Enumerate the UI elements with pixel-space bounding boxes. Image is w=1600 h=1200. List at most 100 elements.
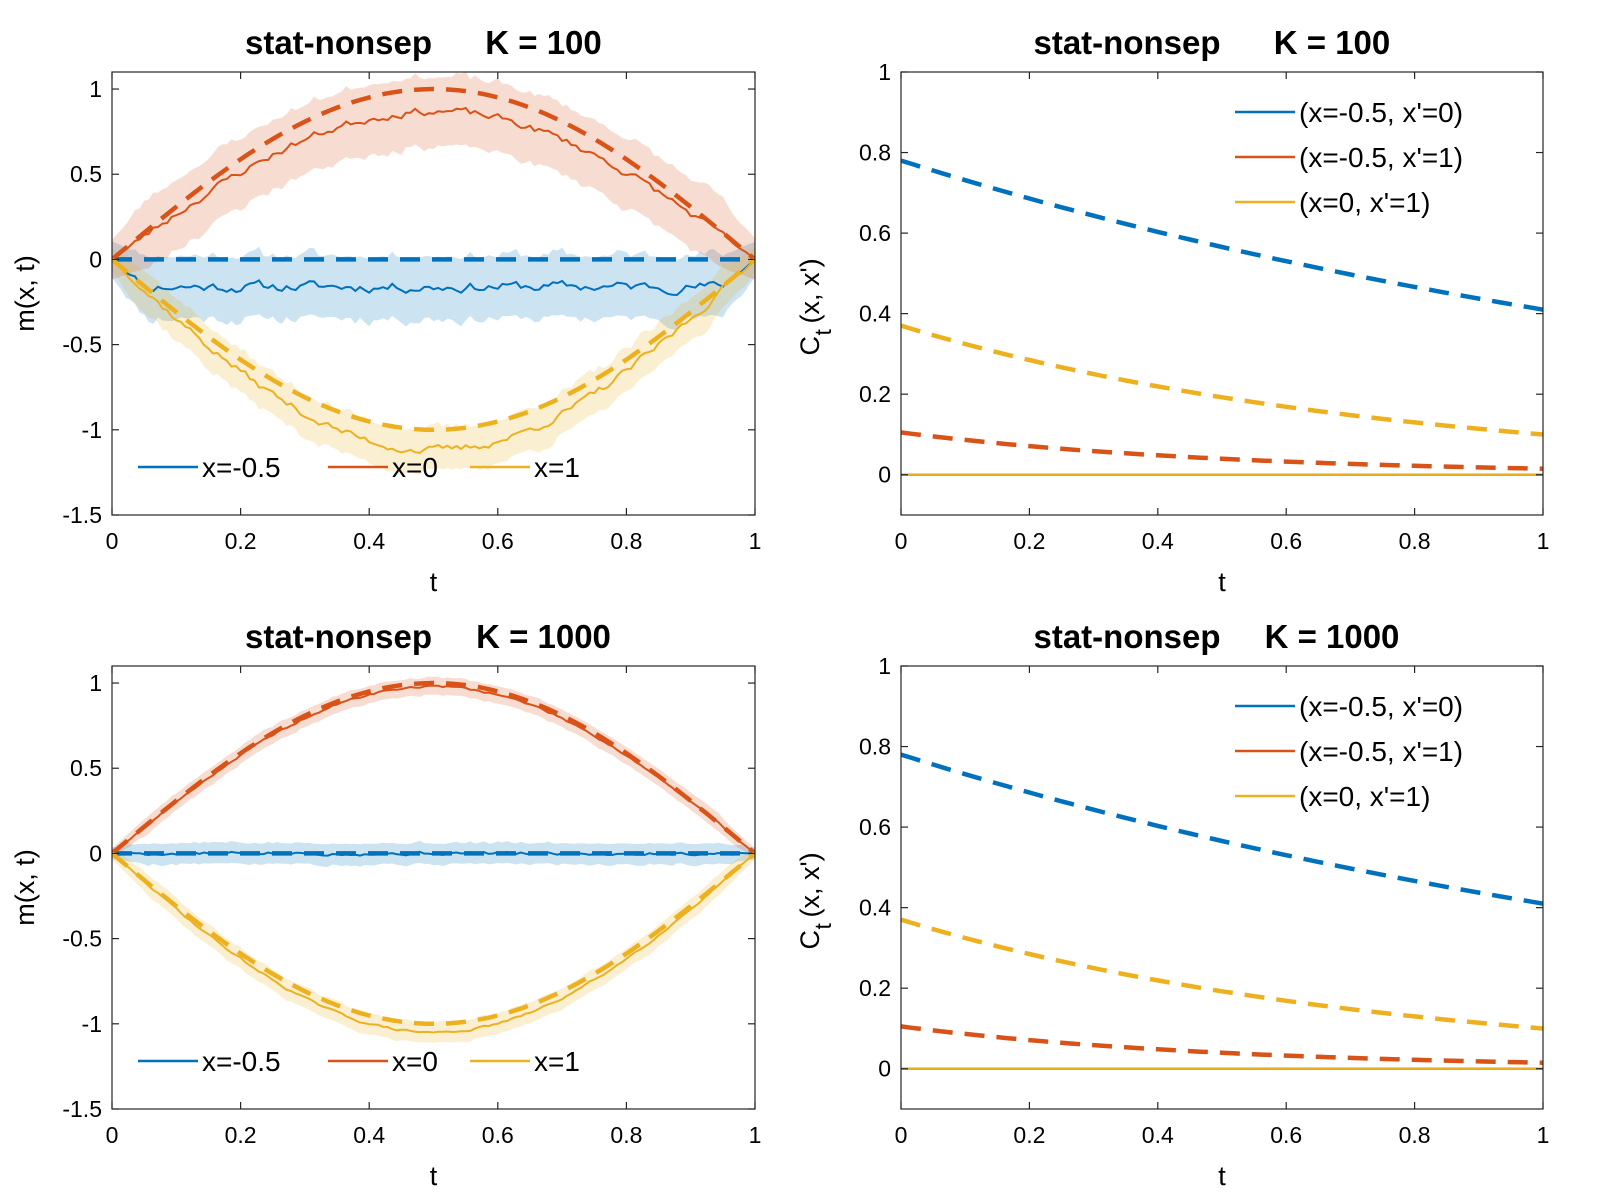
x-tick-label: 0 xyxy=(895,1122,908,1148)
y-axis-label-main: C xyxy=(795,336,825,356)
x-tick-label: 0.6 xyxy=(1270,1122,1302,1148)
y-axis-label-subscript: t xyxy=(810,923,836,930)
legend-label: (x=-0.5, x'=0) xyxy=(1299,97,1463,128)
legend-label: x=1 xyxy=(534,1046,580,1077)
axes-frame xyxy=(900,665,1544,1110)
x-tick-label: 0 xyxy=(106,528,119,554)
panel-cov_k100: 0 0.2 0.4 0.6 0.8 1 0 0.2 0.4 0.6 0.8 1 stat-nonsep K… xyxy=(795,24,1549,597)
legend-label: (x=-0.5, x'=0) xyxy=(1299,691,1463,722)
y-tick-label: 1 xyxy=(878,59,891,85)
plot-content xyxy=(112,72,755,475)
y-axis-label: Ct (x, x') xyxy=(795,258,836,355)
estimate-line-yellow xyxy=(112,852,755,1034)
x-tick-label: 0.2 xyxy=(1013,528,1045,554)
x-tick-label: 0.6 xyxy=(482,528,514,554)
legend-label: x=-0.5 xyxy=(202,1046,281,1077)
x-tick-label: 0.2 xyxy=(225,528,257,554)
x-tick-label: 0.8 xyxy=(610,528,642,554)
chart-title-right: K = 1000 xyxy=(1265,618,1400,655)
panel-mean_k1000: 0 0.2 0.4 0.6 0.8 1 -1.5 -1 -0.5 0 0.5 1 stat-nonsep… xyxy=(10,618,761,1191)
chart-title-left: stat-nonsep xyxy=(1033,618,1220,655)
confidence-band-blue xyxy=(112,241,755,330)
dashed-line-yellow xyxy=(901,323,1543,437)
y-tick-label: 0.4 xyxy=(859,895,891,921)
chart-title-right: K = 100 xyxy=(485,24,602,61)
legend-label: (x=0, x'=1) xyxy=(1299,187,1430,218)
panel-cov_k1000: 0 0.2 0.4 0.6 0.8 1 0 0.2 0.4 0.6 0.8 1 stat-nonsep K… xyxy=(795,618,1549,1191)
chart-title-left: stat-nonsep xyxy=(245,24,432,61)
axes-frame xyxy=(900,71,1544,516)
dashed-line-blue xyxy=(901,158,1543,312)
y-tick-label: 0 xyxy=(89,246,102,272)
true-line-yellow xyxy=(112,257,755,433)
y-tick-label: 0.5 xyxy=(70,161,102,187)
y-tick-label: -1 xyxy=(82,1011,102,1037)
true-line-orange xyxy=(112,680,755,856)
plot-content xyxy=(901,158,1543,476)
x-axis-label: t xyxy=(1218,1161,1226,1191)
y-tick-label: 0.6 xyxy=(859,220,891,246)
y-tick-label: 0.4 xyxy=(859,301,891,327)
plot-area xyxy=(901,72,1543,515)
x-tick-label: 0.4 xyxy=(1142,1122,1174,1148)
x-tick-label: 0.6 xyxy=(482,1122,514,1148)
x-tick-label: 0.2 xyxy=(225,1122,257,1148)
legend-label: (x=-0.5, x'=1) xyxy=(1299,736,1463,767)
y-tick-label: 0.8 xyxy=(859,140,891,166)
true-line-yellow xyxy=(112,851,755,1027)
confidence-band-orange xyxy=(112,72,755,281)
chart-title-left: stat-nonsep xyxy=(245,618,432,655)
estimate-line-blue xyxy=(112,258,755,297)
x-tick-label: 0.6 xyxy=(1270,528,1302,554)
y-axis-label-main: C xyxy=(795,930,825,950)
x-tick-label: 0.8 xyxy=(610,1122,642,1148)
y-tick-label: 0 xyxy=(878,462,891,488)
dashed-line-orange xyxy=(901,430,1543,471)
true-line-orange xyxy=(112,86,755,262)
y-tick-label: -0.5 xyxy=(62,332,102,358)
estimate-line-yellow xyxy=(112,258,755,454)
x-tick-label: 1 xyxy=(1537,528,1550,554)
y-axis-label: Ct (x, x') xyxy=(795,852,836,949)
chart-title-left: stat-nonsep xyxy=(1033,24,1220,61)
x-tick-label: 0.4 xyxy=(1142,528,1174,554)
dashed-line-blue xyxy=(901,752,1543,906)
estimate-line-orange xyxy=(112,106,755,261)
y-tick-label: 0.2 xyxy=(859,381,891,407)
y-tick-label: 1 xyxy=(89,670,102,696)
y-tick-label: 0 xyxy=(89,840,102,866)
legend: (x=-0.5, x'=0) (x=-0.5, x'=1) (x=0, x'=1) xyxy=(1235,691,1463,812)
x-tick-label: 0.8 xyxy=(1399,1122,1431,1148)
chart-title-right: K = 1000 xyxy=(476,618,611,655)
x-axis-label: t xyxy=(430,1161,438,1191)
y-axis-label-rest: (x, x') xyxy=(795,852,825,917)
y-tick-label: -1 xyxy=(82,417,102,443)
plot-content xyxy=(901,752,1543,1070)
y-axis-label: m(x, t) xyxy=(10,255,40,331)
legend: (x=-0.5, x'=0) (x=-0.5, x'=1) (x=0, x'=1) xyxy=(1235,97,1463,218)
y-tick-label: 0.2 xyxy=(859,975,891,1001)
x-tick-label: 0.8 xyxy=(1399,528,1431,554)
axes-frame xyxy=(111,665,756,1110)
y-axis-label: m(x, t) xyxy=(10,849,40,925)
x-tick-label: 1 xyxy=(749,1122,762,1148)
legend-label: (x=0, x'=1) xyxy=(1299,781,1430,812)
x-tick-label: 1 xyxy=(1537,1122,1550,1148)
plot-area xyxy=(112,72,755,515)
x-tick-label: 0.4 xyxy=(353,528,385,554)
x-tick-label: 0 xyxy=(895,528,908,554)
y-tick-label: 0 xyxy=(878,1056,891,1082)
y-tick-label: -1.5 xyxy=(62,1096,102,1122)
chart-title-right: K = 100 xyxy=(1274,24,1391,61)
plot-content xyxy=(112,676,755,1043)
plot-area xyxy=(112,666,755,1109)
legend-label: x=-0.5 xyxy=(202,452,281,483)
plot-area xyxy=(901,666,1543,1109)
x-tick-label: 0 xyxy=(106,1122,119,1148)
legend-label: x=1 xyxy=(534,452,580,483)
panel-mean_k100: 0 0.2 0.4 0.6 0.8 1 -1.5 -1 -0.5 0 0.5 1 stat-nonsep… xyxy=(10,24,761,597)
x-tick-label: 0.4 xyxy=(353,1122,385,1148)
y-tick-label: 0.6 xyxy=(859,814,891,840)
y-axis-label-rest: (x, x') xyxy=(795,258,825,323)
